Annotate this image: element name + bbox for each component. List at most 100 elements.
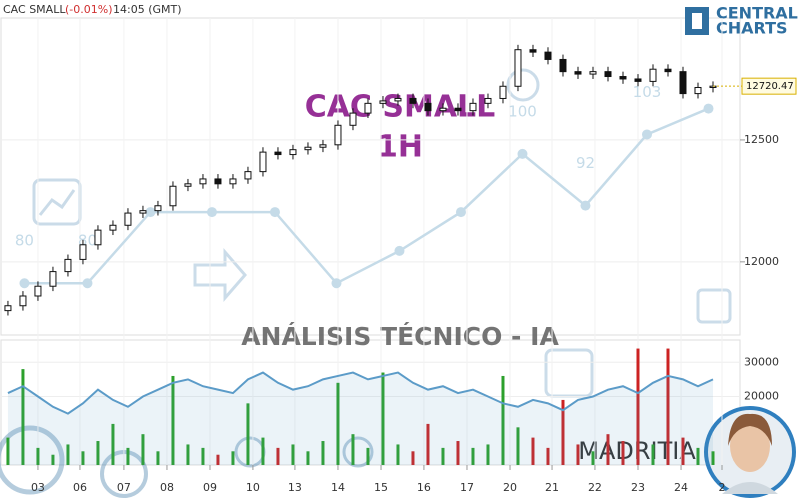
- volume-bar: [156, 451, 160, 465]
- candle-body: [469, 102, 477, 112]
- volume-bar: [621, 441, 625, 465]
- candle-body: [199, 178, 207, 185]
- x-tick-label: 16: [417, 481, 431, 494]
- volume-bar: [531, 437, 535, 465]
- volume-bar: [606, 434, 610, 465]
- last-price-box: [741, 77, 797, 95]
- score-point: [145, 207, 156, 218]
- price-panel: [0, 17, 741, 336]
- x-tick-label: 21: [545, 481, 559, 494]
- avatar-face: [730, 420, 770, 472]
- candle-body: [94, 229, 102, 246]
- volume-bar: [36, 447, 40, 465]
- volume-bar: [96, 441, 100, 465]
- x-tick-label: 22: [588, 481, 602, 494]
- x-tick-label: 14: [331, 481, 345, 494]
- avatar-body: [722, 482, 778, 494]
- volume-bar: [21, 369, 25, 465]
- candle-body: [439, 107, 447, 112]
- candle-body: [124, 212, 132, 226]
- volume-bar: [216, 454, 220, 465]
- candle-body: [154, 205, 162, 212]
- score-point: [19, 278, 30, 289]
- volume-bar: [336, 382, 340, 465]
- logo-icon: [692, 13, 702, 29]
- candle-body: [64, 258, 72, 273]
- volume-bar: [696, 447, 700, 465]
- avatar-hair: [728, 413, 772, 446]
- candle-body: [139, 210, 147, 214]
- x-tick-label: 10: [246, 481, 260, 494]
- volume-panel: [0, 339, 741, 466]
- icon: [193, 247, 247, 303]
- x-tick-label: 07: [117, 481, 131, 494]
- volume-bar: [126, 447, 130, 465]
- volume-bar: [546, 447, 550, 465]
- y-tick-label: 12500: [744, 133, 779, 146]
- volume-bar: [426, 423, 430, 465]
- icon: [506, 68, 540, 102]
- volume-bar: [681, 437, 685, 465]
- candle-body: [604, 71, 612, 78]
- candle-body: [679, 71, 687, 95]
- watermark-timeframe: 1H: [377, 130, 423, 165]
- volume-bar: [66, 444, 70, 465]
- volume-bar: [591, 451, 595, 465]
- score-point: [394, 245, 405, 256]
- icon: [342, 436, 374, 468]
- logo-text: CHARTS: [716, 19, 788, 38]
- candle-body: [634, 78, 642, 82]
- x-tick-label: 03: [31, 481, 45, 494]
- volume-bar: [396, 444, 400, 465]
- volume-bar: [246, 403, 250, 465]
- candle-body: [409, 97, 417, 104]
- score-point: [455, 207, 466, 218]
- candle-body: [499, 85, 507, 99]
- volume-bar: [486, 444, 490, 465]
- volume-bar: [261, 437, 265, 465]
- y-tick-label: 12000: [744, 255, 779, 268]
- candle-body: [259, 151, 267, 173]
- volume-bar: [276, 447, 280, 465]
- avatar: [704, 406, 796, 498]
- score-point: [82, 278, 93, 289]
- candle-body: [664, 68, 672, 73]
- candle-body: [169, 185, 177, 207]
- watermark-title: CAC SMALL: [305, 90, 496, 125]
- y-tick-label: 30000: [744, 355, 779, 368]
- score-point: [703, 103, 714, 114]
- x-tick-label: 06: [73, 481, 87, 494]
- volume-bar: [576, 444, 580, 465]
- candle-body: [454, 107, 462, 112]
- change: (-0.01%): [65, 3, 113, 16]
- volume-bar: [6, 437, 10, 465]
- volume-bar: [81, 451, 85, 465]
- icon: [544, 348, 594, 398]
- candle-body: [229, 178, 237, 185]
- last-price-label: 12720.47: [746, 81, 794, 92]
- volume-bar: [711, 451, 715, 465]
- candle-body: [289, 149, 297, 156]
- candle-body: [544, 51, 552, 60]
- candle-body: [109, 224, 117, 231]
- symbol: CAC SMALL: [3, 3, 66, 16]
- candle-body: [559, 58, 567, 73]
- score-point: [641, 129, 652, 140]
- candle-body: [19, 295, 27, 307]
- candle-body: [514, 49, 522, 87]
- volume-bar: [321, 441, 325, 465]
- volume-bar: [561, 399, 565, 465]
- candle-body: [244, 171, 252, 180]
- x-tick-label: 2: [718, 481, 725, 494]
- candle-body: [574, 71, 582, 75]
- score-point: [269, 207, 280, 218]
- volume-bar: [351, 434, 355, 465]
- volume-bar: [411, 451, 415, 465]
- candle-body: [319, 144, 327, 148]
- volume-bar: [666, 348, 670, 465]
- volume-bar: [471, 447, 475, 465]
- icon: [0, 425, 65, 495]
- candle-body: [529, 49, 537, 53]
- volume-bar: [186, 444, 190, 465]
- x-tick-label: 24: [674, 481, 688, 494]
